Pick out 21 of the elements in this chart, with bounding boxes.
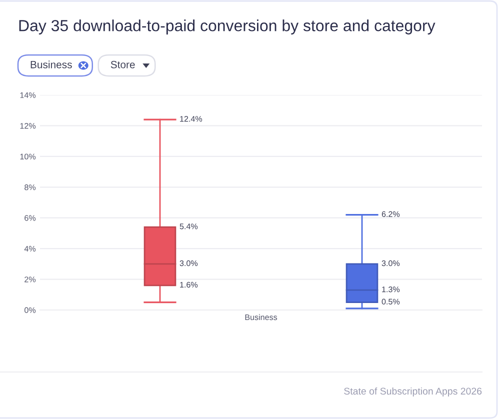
text: Business bbox=[30, 60, 72, 68]
y-tick-label: 14% bbox=[20, 92, 36, 98]
text: 3.0% bbox=[382, 260, 400, 266]
y-tick-label: 4% bbox=[24, 246, 36, 252]
text: 6.2% bbox=[382, 211, 400, 217]
x-axis-title: Business bbox=[245, 314, 278, 320]
y-tick-label: 2% bbox=[24, 276, 36, 282]
y-tick-label: 10% bbox=[20, 154, 36, 160]
text: 0.5% bbox=[382, 298, 400, 304]
text: 1.6% bbox=[180, 282, 198, 288]
text: 5.4% bbox=[180, 224, 198, 230]
text: State of Subscription Apps 2026 bbox=[344, 387, 482, 397]
y-tick-label: 0% bbox=[24, 307, 36, 313]
text: 12.4% bbox=[180, 116, 202, 122]
y-tick-label: 6% bbox=[24, 215, 36, 221]
y-tick-label: 8% bbox=[24, 184, 36, 190]
text: 3.0% bbox=[180, 260, 198, 266]
text: Store bbox=[110, 60, 135, 68]
text: 1.3% bbox=[382, 286, 400, 292]
chart-title: Day 35 download-to-paid conversion by store and category bbox=[19, 20, 436, 34]
y-tick-label: 12% bbox=[20, 123, 36, 129]
